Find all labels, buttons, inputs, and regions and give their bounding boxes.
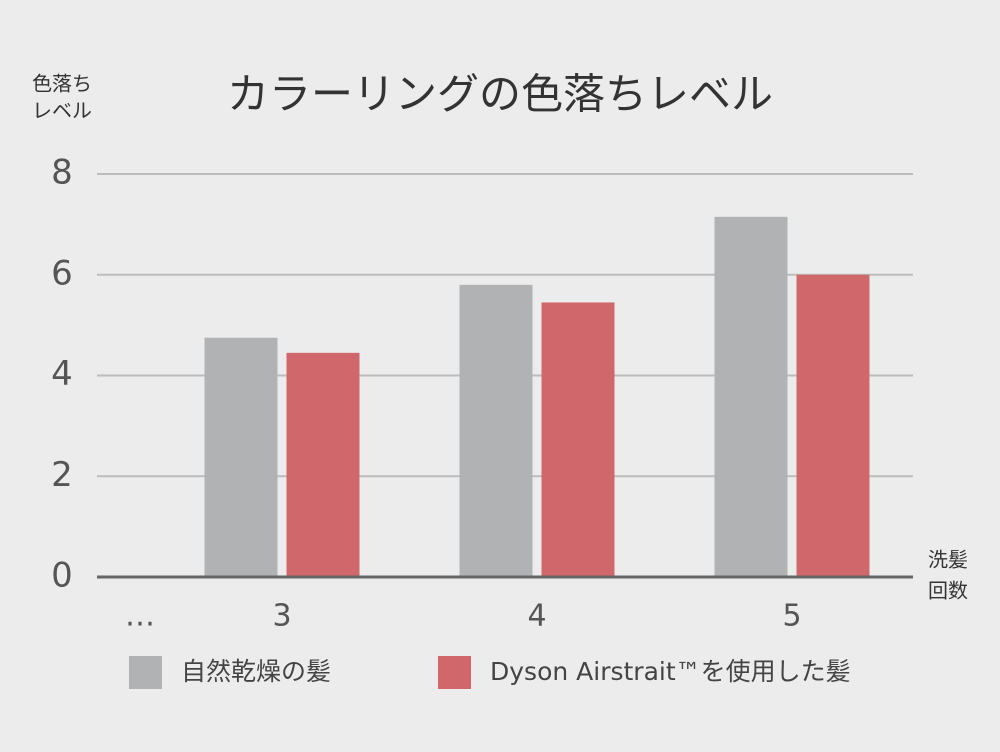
- bar: [286, 352, 360, 577]
- x-tick-label: …: [125, 599, 155, 634]
- x-tick-label: 4: [527, 599, 546, 634]
- legend-label: Dyson Airstrait™を使用した髪: [490, 657, 851, 686]
- legend-label: 自然乾燥の髪: [181, 657, 331, 686]
- y-axis-label: 色落ち: [32, 72, 92, 96]
- y-tick-label: 2: [51, 455, 73, 495]
- y-tick-label: 6: [51, 253, 73, 293]
- y-tick-label: 8: [51, 153, 73, 193]
- y-tick-label: 4: [51, 354, 73, 394]
- bar: [541, 302, 615, 577]
- bar: [796, 274, 870, 577]
- x-tick-label: 5: [782, 599, 801, 634]
- x-axis-label: 洗髪: [928, 548, 968, 572]
- legend-swatch: [438, 656, 471, 689]
- y-tick-label: 0: [51, 556, 73, 596]
- bar: [459, 284, 533, 577]
- x-axis-label: 回数: [928, 579, 968, 603]
- y-axis-label: レベル: [32, 99, 92, 123]
- bar: [204, 337, 278, 577]
- bar: [714, 216, 788, 577]
- legend-swatch: [129, 656, 162, 689]
- x-tick-label: 3: [272, 599, 291, 634]
- chart-title: カラーリングの色落ちレベル: [227, 70, 773, 119]
